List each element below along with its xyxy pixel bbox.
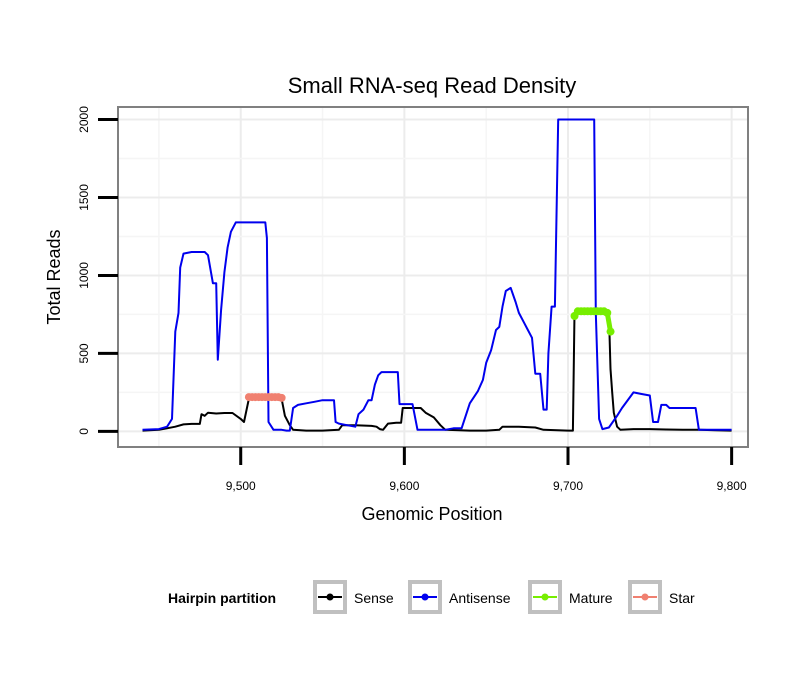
series-layer (142, 118, 732, 432)
data-point-star (277, 393, 286, 402)
y-tick-label: 1500 (77, 184, 91, 211)
series-line-sense (142, 311, 732, 432)
series-line-antisense (142, 118, 732, 432)
legend-item-star: Star (628, 580, 695, 614)
legend-item-mature: Mature (528, 580, 613, 614)
series-star (244, 393, 286, 402)
legend-title: Hairpin partition (168, 590, 276, 606)
legend-label: Star (669, 590, 695, 606)
y-tick-label: 2000 (77, 106, 91, 133)
legend-key-dot (326, 593, 334, 601)
x-tick-label: 9,500 (226, 479, 256, 493)
legend-key-dot (641, 593, 649, 601)
grid (118, 107, 748, 447)
x-axis: 9,500 9,600 9,700 9,800 (226, 447, 747, 493)
series-antisense (142, 118, 732, 432)
legend-key-dot (421, 593, 429, 601)
chart-title: Small RNA-seq Read Density (288, 73, 577, 98)
legend: Hairpin partition Sense Antisense Mature St… (168, 580, 695, 614)
legend-item-sense: Sense (313, 580, 394, 614)
y-axis-title: Total Reads (44, 229, 64, 324)
series-mature (570, 307, 615, 336)
legend-item-antisense: Antisense (408, 580, 511, 614)
y-tick-label: 0 (77, 428, 91, 435)
x-axis-title: Genomic Position (361, 504, 502, 524)
y-tick-label: 1000 (77, 262, 91, 289)
legend-label: Antisense (449, 590, 511, 606)
x-tick-label: 9,700 (553, 479, 583, 493)
data-point-mature (603, 308, 612, 317)
data-point-mature (606, 327, 615, 336)
legend-label: Mature (569, 590, 613, 606)
series-sense (142, 311, 732, 432)
x-tick-label: 9,800 (717, 479, 747, 493)
y-tick-label: 500 (77, 343, 91, 363)
y-axis: 0 500 1000 1500 2000 (77, 106, 118, 435)
legend-label: Sense (354, 590, 394, 606)
x-tick-label: 9,600 (389, 479, 419, 493)
plot-border (117, 106, 749, 448)
legend-key-dot (541, 593, 549, 601)
